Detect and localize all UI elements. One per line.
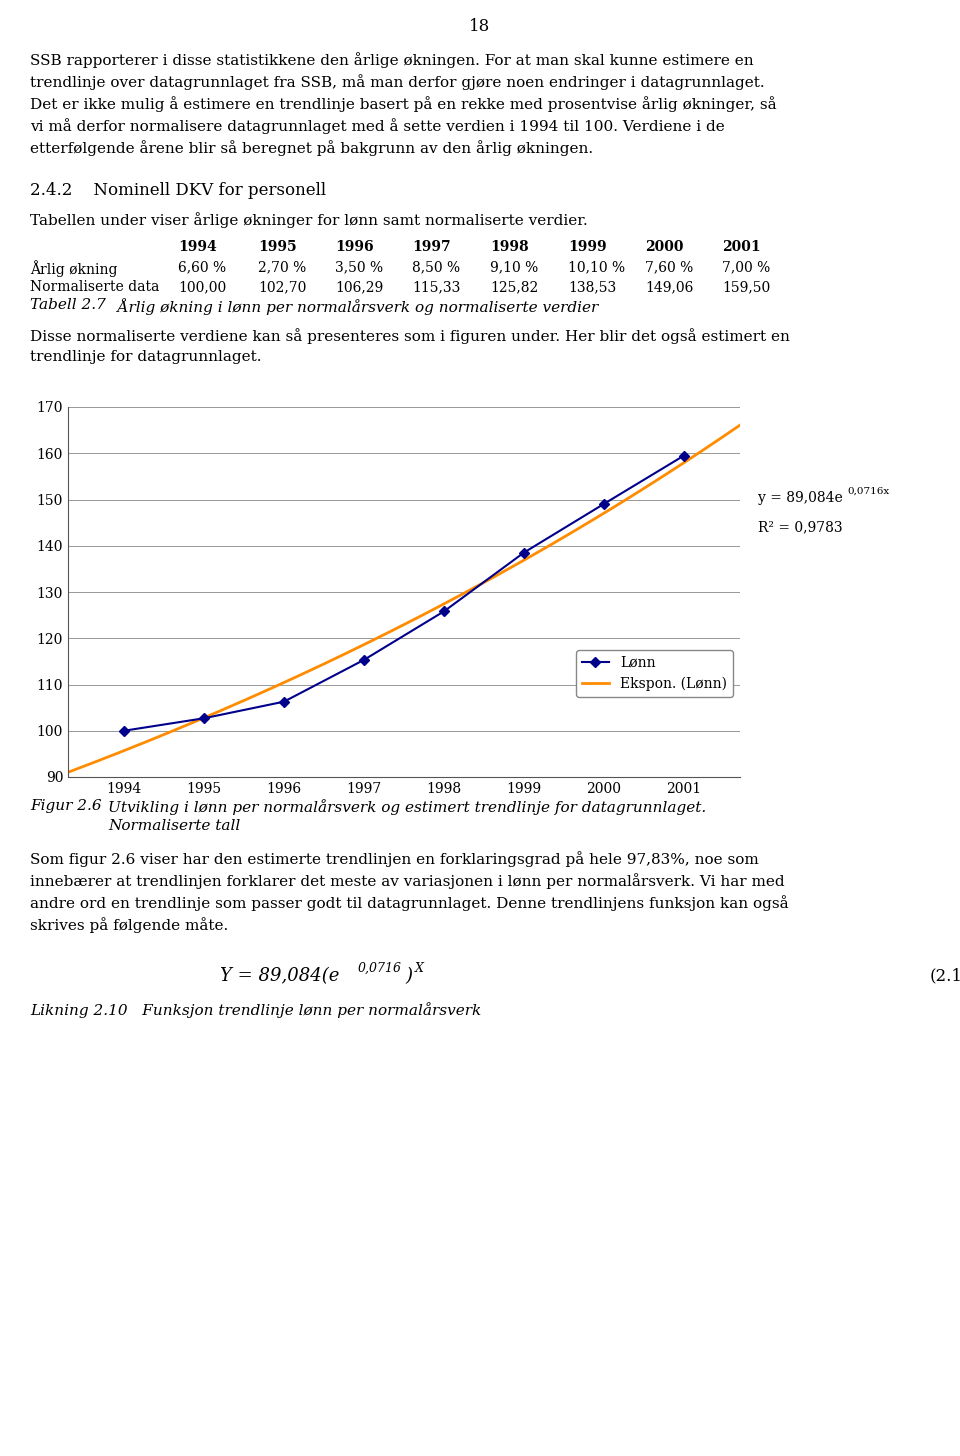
Text: Normaliserte tall: Normaliserte tall <box>108 818 240 833</box>
Text: Tabellen under viser årlige økninger for lønn samt normaliserte verdier.: Tabellen under viser årlige økninger for… <box>30 213 588 229</box>
Text: R² = 0,9783: R² = 0,9783 <box>758 520 843 534</box>
Text: 115,33: 115,33 <box>412 280 461 294</box>
Text: 1999: 1999 <box>568 240 607 253</box>
Text: vi må derfor normalisere datagrunnlaget med å sette verdien i 1994 til 100. Verd: vi må derfor normalisere datagrunnlaget … <box>30 118 725 134</box>
Text: 1998: 1998 <box>490 240 529 253</box>
Text: Y = 89,084(e: Y = 89,084(e <box>220 967 340 986</box>
Text: ): ) <box>405 967 412 986</box>
Text: 1996: 1996 <box>335 240 373 253</box>
Text: skrives på følgende måte.: skrives på følgende måte. <box>30 917 228 933</box>
Text: 2,70 %: 2,70 % <box>258 261 306 274</box>
Text: 1994: 1994 <box>178 240 217 253</box>
Text: 6,60 %: 6,60 % <box>178 261 227 274</box>
Text: 7,60 %: 7,60 % <box>645 261 693 274</box>
Text: Figur 2.6: Figur 2.6 <box>30 799 102 812</box>
Text: 100,00: 100,00 <box>178 280 227 294</box>
Text: 0,0716: 0,0716 <box>358 962 402 976</box>
Text: Tabell 2.7: Tabell 2.7 <box>30 298 106 312</box>
Text: Disse normaliserte verdiene kan så presenteres som i figuren under. Her blir det: Disse normaliserte verdiene kan så prese… <box>30 328 790 344</box>
Text: (2.10): (2.10) <box>930 967 960 984</box>
Text: 8,50 %: 8,50 % <box>412 261 460 274</box>
Text: 7,00 %: 7,00 % <box>722 261 770 274</box>
Text: 9,10 %: 9,10 % <box>490 261 539 274</box>
Text: 1997: 1997 <box>412 240 450 253</box>
Text: Det er ikke mulig å estimere en trendlinje basert på en rekke med prosentvise år: Det er ikke mulig å estimere en trendlin… <box>30 96 777 112</box>
Text: y = 89,084e: y = 89,084e <box>758 491 843 505</box>
Text: 2001: 2001 <box>722 240 760 253</box>
Text: 102,70: 102,70 <box>258 280 306 294</box>
Text: 10,10 %: 10,10 % <box>568 261 625 274</box>
Text: 18: 18 <box>469 17 491 35</box>
Text: trendlinje for datagrunnlaget.: trendlinje for datagrunnlaget. <box>30 349 261 364</box>
Text: 106,29: 106,29 <box>335 280 383 294</box>
Text: Årlig økning i lønn per normalårsverk og normaliserte verdier: Årlig økning i lønn per normalårsverk og… <box>98 298 598 314</box>
Text: 1995: 1995 <box>258 240 297 253</box>
Text: Likning 2.10   Funksjon trendlinje lønn per normalårsverk: Likning 2.10 Funksjon trendlinje lønn pe… <box>30 1002 481 1018</box>
Text: X: X <box>415 962 424 976</box>
Text: Årlig økning: Årlig økning <box>30 261 117 277</box>
Text: andre ord en trendlinje som passer godt til datagrunnlaget. Denne trendlinjens f: andre ord en trendlinje som passer godt … <box>30 895 788 911</box>
Text: Utvikling i lønn per normalårsverk og estimert trendlinje for datagrunnlaget.: Utvikling i lønn per normalårsverk og es… <box>108 799 707 815</box>
Text: 3,50 %: 3,50 % <box>335 261 383 274</box>
Text: 125,82: 125,82 <box>490 280 539 294</box>
Text: etterfølgende årene blir så beregnet på bakgrunn av den årlig økningen.: etterfølgende årene blir så beregnet på … <box>30 140 593 156</box>
Text: Som figur 2.6 viser har den estimerte trendlinjen en forklaringsgrad på hele 97,: Som figur 2.6 viser har den estimerte tr… <box>30 850 758 866</box>
Text: innebærer at trendlinjen forklarer det meste av variasjonen i lønn per normalårs: innebærer at trendlinjen forklarer det m… <box>30 874 784 888</box>
Text: trendlinje over datagrunnlaget fra SSB, må man derfor gjøre noen endringer i dat: trendlinje over datagrunnlaget fra SSB, … <box>30 74 764 90</box>
Text: 138,53: 138,53 <box>568 280 616 294</box>
Text: 2000: 2000 <box>645 240 684 253</box>
Text: 0,0716x: 0,0716x <box>848 486 890 495</box>
Text: 149,06: 149,06 <box>645 280 693 294</box>
Text: SSB rapporterer i disse statistikkene den årlige økningen. For at man skal kunne: SSB rapporterer i disse statistikkene de… <box>30 52 754 68</box>
Text: Normaliserte data: Normaliserte data <box>30 280 159 294</box>
Text: 159,50: 159,50 <box>722 280 770 294</box>
Text: 2.4.2    Nominell DKV for personell: 2.4.2 Nominell DKV for personell <box>30 182 326 199</box>
Legend: Lønn, Ekspon. (Lønn): Lønn, Ekspon. (Lønn) <box>576 651 733 696</box>
